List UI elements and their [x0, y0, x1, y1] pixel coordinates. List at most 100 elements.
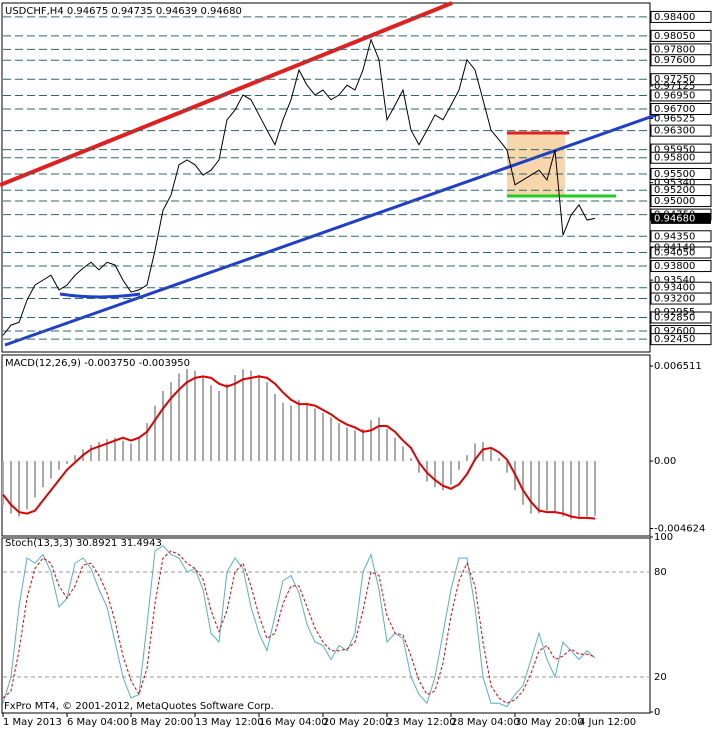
x-tick-label: 23 May 12:00 — [387, 717, 456, 728]
histogram-bar — [362, 428, 364, 462]
histogram-bar — [146, 423, 148, 462]
level-label-box — [650, 54, 712, 67]
panel-title: MACD(12,26,9) -0.003750 -0.003950 — [5, 358, 190, 369]
histogram-bar — [170, 382, 172, 462]
histogram-bar — [226, 383, 228, 462]
trend-line — [0, 1, 453, 187]
panel-title: Stoch(13,3,3) 30.8921 31.4943 — [5, 538, 162, 549]
histogram-bar — [314, 408, 316, 462]
histogram-bar — [2, 461, 4, 505]
histogram-bar — [482, 442, 484, 462]
y-tick-label: 0.95340 — [654, 178, 695, 189]
level-label: 20 — [654, 672, 667, 683]
histogram-bar — [546, 461, 548, 511]
histogram-bar — [570, 461, 572, 520]
y-tick-label: 0.93540 — [654, 275, 695, 286]
histogram-bar — [466, 455, 468, 462]
histogram-bar — [370, 420, 372, 462]
level-label-box — [650, 167, 712, 180]
level-label-box — [650, 73, 712, 86]
histogram-bar — [418, 461, 420, 473]
histogram-bar — [186, 369, 188, 462]
x-tick-label: 16 May 04:00 — [259, 717, 328, 728]
level-label: 0.97600 — [654, 55, 695, 66]
level-label-box — [650, 151, 712, 164]
histogram-bar — [522, 461, 524, 505]
level-label: 0.92600 — [654, 326, 695, 337]
histogram-bar — [402, 446, 404, 462]
y-tick-label: 0.00 — [654, 456, 676, 467]
histogram-bar — [154, 405, 156, 462]
histogram-bar — [450, 461, 452, 485]
histogram-bar — [322, 412, 324, 462]
level-label: 0.95950 — [654, 145, 695, 156]
histogram-bar — [506, 461, 508, 473]
histogram-bar — [298, 399, 300, 462]
x-tick-label: 1 May 2013 — [3, 717, 62, 728]
level-label-box — [650, 311, 712, 324]
level-label-box — [650, 230, 712, 243]
histogram-bar — [338, 423, 340, 462]
histogram-bar — [218, 390, 220, 462]
histogram-bar — [490, 449, 492, 462]
histogram-bar — [50, 461, 52, 479]
level-label: 0.93400 — [654, 283, 695, 294]
histogram-bar — [162, 390, 164, 462]
signal-line — [2, 375, 596, 520]
level-label-box — [650, 124, 712, 137]
histogram-bar — [122, 440, 124, 462]
histogram-bar — [442, 461, 444, 491]
level-label: 0.98050 — [654, 31, 695, 42]
level-label: 0.96700 — [654, 104, 695, 115]
level-label-box — [650, 195, 712, 208]
level-label: 0.94350 — [654, 231, 695, 242]
histogram-bar — [330, 417, 332, 462]
level-label-box — [650, 29, 712, 42]
histogram-bar — [250, 370, 252, 462]
histogram-bar — [178, 373, 180, 462]
y-tick-label: 0.96525 — [654, 113, 695, 124]
histogram-bar — [290, 405, 292, 462]
histogram-bar — [594, 461, 596, 516]
level-label-box — [650, 246, 712, 259]
x-tick-label: 6 May 04:00 — [67, 717, 129, 728]
level-label: 0.97250 — [654, 74, 695, 85]
histogram-bar — [386, 428, 388, 462]
histogram-bar — [138, 437, 140, 462]
stoch-panel — [1, 537, 651, 714]
histogram-bar — [354, 430, 356, 462]
histogram-bar — [458, 461, 460, 470]
level-label: 0.95500 — [654, 169, 695, 180]
histogram-bar — [346, 427, 348, 462]
histogram-bar — [42, 461, 44, 488]
histogram-bar — [434, 461, 436, 488]
level-label: 0.95200 — [654, 185, 695, 196]
y-tick-label: 0.92955 — [654, 307, 695, 318]
footer: FxPro MT4, © 2001-2012, MetaQuotes Softw… — [4, 701, 274, 712]
y-tick-label: -0.004624 — [654, 523, 705, 534]
arc-drawing — [59, 292, 141, 299]
series-line — [2, 38, 596, 336]
level-label: 0.96300 — [654, 126, 695, 137]
histogram-bar — [282, 402, 284, 462]
histogram-bar — [194, 370, 196, 462]
histogram-bar — [394, 437, 396, 462]
histogram-bar — [378, 417, 380, 462]
series-line — [2, 550, 596, 704]
x-tick-label: 30 May 20:00 — [515, 717, 584, 728]
histogram-bar — [26, 461, 28, 510]
histogram-bar — [554, 461, 556, 513]
level-label-box — [650, 260, 712, 273]
histogram-bar — [10, 461, 12, 514]
x-tick-label: 13 May 12:00 — [195, 717, 264, 728]
level-label-box — [650, 333, 712, 346]
price-panel — [1, 2, 651, 353]
level-label: 0.97800 — [654, 44, 695, 55]
histogram-bar — [130, 443, 132, 462]
y-tick-label: 0.006511 — [654, 361, 702, 372]
level-label: 0.95000 — [654, 196, 695, 207]
x-tick-label: 8 May 20:00 — [131, 717, 193, 728]
level-label: 80 — [654, 567, 667, 578]
